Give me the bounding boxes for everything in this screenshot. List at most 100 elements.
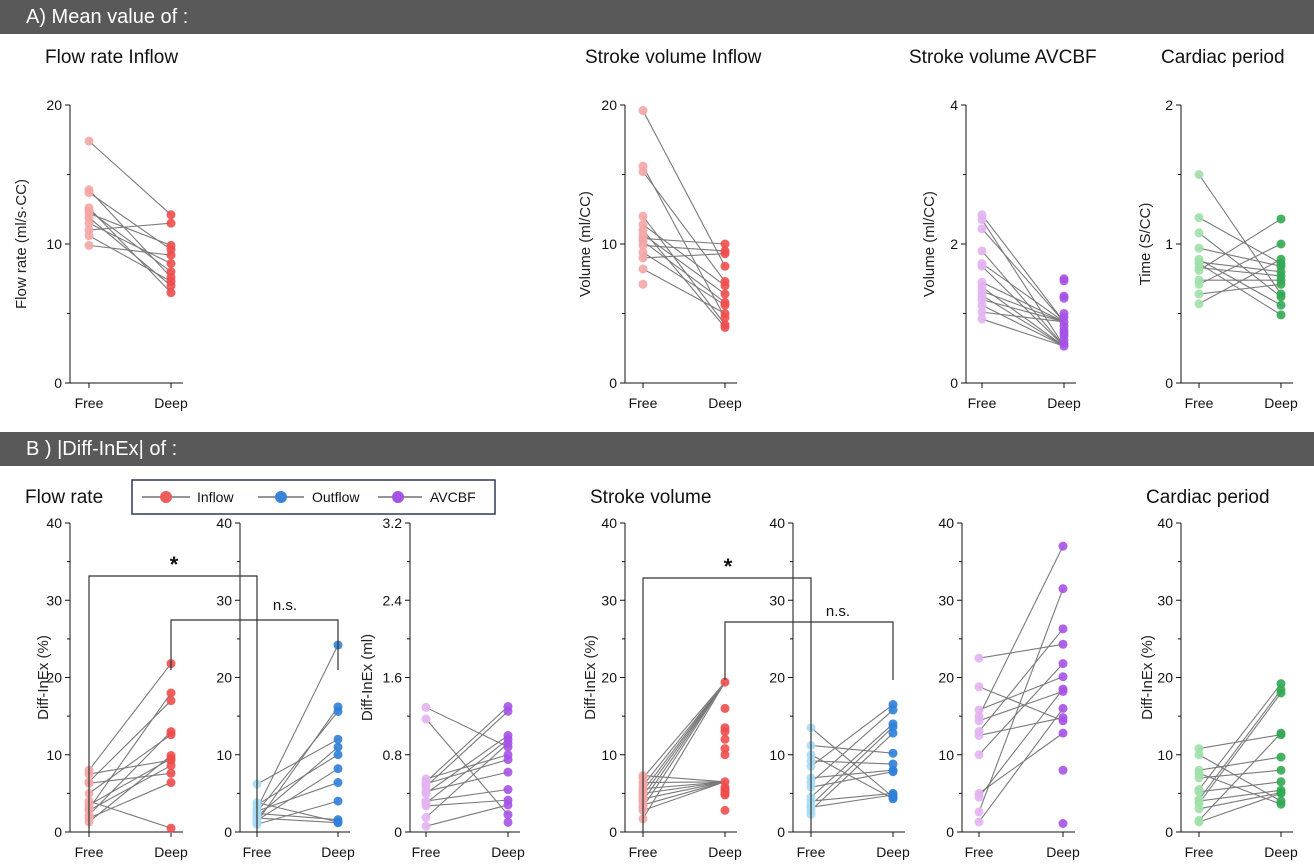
pair-line-b5-11	[810, 794, 894, 808]
pair-line-a4-1	[1198, 217, 1282, 264]
point-deep-b4-5	[720, 744, 730, 754]
pair-line-b7-8	[1198, 789, 1282, 802]
y-tick-label-b3-3: 2.4	[383, 592, 403, 608]
bracket-flow-star	[88, 575, 258, 832]
pair-line-a1-10	[88, 244, 172, 256]
point-deep-b4-3	[720, 727, 730, 737]
point-free-a1-10	[84, 240, 94, 250]
y-tick-label-b5-4: 40	[769, 515, 785, 531]
legend-box	[131, 479, 496, 515]
point-free-a1-2	[84, 188, 94, 198]
point-deep-b7-10	[1276, 788, 1286, 798]
point-deep-b5-1	[888, 705, 898, 715]
y-tick-label-b7-2: 20	[1157, 670, 1173, 686]
pair-line-a3-6	[981, 281, 1065, 323]
point-free-a3-13	[977, 314, 987, 324]
point-deep-b2-2	[333, 706, 343, 716]
x-tick-label-a1-1: Deep	[154, 395, 188, 411]
point-deep-a2-8	[720, 300, 730, 310]
legend-label-inflow: Inflow	[197, 489, 234, 505]
pair-line-b3-11	[425, 742, 509, 818]
y-tick-label-a1-1: 10	[46, 236, 62, 252]
pair-line-a3-0	[981, 214, 1065, 323]
point-free-b6-11	[974, 817, 984, 827]
y-tick-label-a3-2: 4	[950, 97, 958, 113]
y-tick-label-b1-1: 10	[46, 747, 62, 763]
pair-line-a4-11	[1198, 283, 1282, 295]
point-deep-b4-12	[720, 790, 730, 800]
x-tick-label-b2-0: Free	[243, 844, 272, 860]
point-deep-b7-2	[1276, 688, 1286, 698]
pair-line-a1-0	[88, 140, 172, 216]
point-deep-b2-11	[333, 818, 343, 828]
point-deep-a4-8	[1276, 279, 1286, 289]
point-deep-a1-4	[166, 250, 176, 260]
pair-line-a4-7	[1198, 267, 1282, 277]
significance-ns-stroke: n.s.	[826, 603, 850, 620]
pair-line-a4-4	[1198, 258, 1282, 306]
point-deep-b4-6	[720, 750, 730, 760]
x-tick-label-b6-1: Deep	[1046, 844, 1080, 860]
point-free-b6-1	[974, 682, 984, 692]
y-tick-label-a4-2: 2	[1165, 97, 1173, 113]
bracket-stroke-ns	[724, 621, 894, 680]
y-tick-label-b5-2: 20	[769, 670, 785, 686]
x-tick-label-a2-0: Free	[629, 395, 658, 411]
y-tick-label-b3-1: 0.8	[383, 747, 403, 763]
panel-title-b7: Cardiac period	[1146, 487, 1270, 508]
pair-line-a2-12	[642, 268, 726, 314]
point-deep-b6-0	[1058, 541, 1068, 551]
panel-title-a3: Stroke volume AVCBF	[909, 47, 1097, 68]
significance-star-stroke: *	[724, 554, 733, 579]
pair-line-a3-2	[981, 228, 1065, 323]
point-free-b3-12	[421, 821, 431, 831]
section-b-header: B ) |Diff-InEx| of :	[0, 432, 1314, 466]
pair-line-a3-12	[981, 311, 1065, 323]
point-deep-a1-5	[166, 258, 176, 268]
pair-line-b6-11	[978, 708, 1064, 823]
panel-title-b1: Flow rate	[25, 487, 103, 508]
point-deep-b5-3	[888, 722, 898, 732]
point-free-b6-2	[974, 705, 984, 715]
y-axis-label-b3: Diff-InEx (ml)	[359, 634, 376, 721]
point-deep-b6-2	[1058, 624, 1068, 634]
pair-line-b1-11	[88, 755, 172, 823]
y-tick-label-b6-1: 10	[938, 747, 954, 763]
pair-line-a2-2	[642, 171, 726, 282]
point-deep-a1-9	[166, 281, 176, 291]
pair-line-a2-4	[642, 224, 726, 287]
x-tick-label-a4-0: Free	[1185, 395, 1214, 411]
point-deep-b5-12	[888, 794, 898, 804]
pair-line-b6-10	[978, 588, 1064, 813]
y-tick-label-b6-3: 30	[938, 592, 954, 608]
pair-line-b3-8	[425, 788, 509, 802]
x-tick-label-b7-1: Deep	[1264, 844, 1298, 860]
point-deep-b7-0	[1276, 679, 1286, 689]
y-tick-label-a2-2: 20	[601, 97, 617, 113]
point-free-a2-3	[638, 211, 648, 221]
pair-line-b5-9	[810, 792, 894, 802]
y-tick-label-b6-2: 20	[938, 670, 954, 686]
pair-line-b2-4	[256, 782, 339, 812]
pair-line-b6-8	[978, 732, 1064, 794]
pair-line-b2-7	[256, 746, 339, 817]
pair-line-a4-2	[1198, 232, 1282, 298]
panel-b3: Diff-InEx (ml) 0 0.8 1.6 2.4 3.2 Free Deep	[359, 515, 525, 860]
panel-b7: Cardiac period Diff-InEx (%) 0 10 20 30 40 Free…	[1139, 487, 1298, 860]
panel-title-b4: Stroke volume	[590, 487, 711, 508]
pair-line-b4-9	[642, 681, 726, 802]
pair-line-b1-4	[88, 734, 172, 794]
pair-line-b5-6	[810, 709, 894, 783]
pair-line-b7-2	[1198, 756, 1282, 771]
point-free-a1-9	[84, 231, 94, 241]
y-tick-label-b6-4: 40	[938, 515, 954, 531]
point-deep-b6-1	[1058, 584, 1068, 594]
y-tick-label-b4-3: 30	[601, 592, 617, 608]
point-free-a4-11	[1194, 289, 1204, 299]
pair-line-a2-9	[642, 244, 726, 252]
point-deep-b3-9	[503, 785, 513, 795]
pair-line-a2-6	[642, 233, 726, 295]
x-tick-label-b1-0: Free	[75, 844, 104, 860]
pair-line-b6-5	[978, 628, 1064, 732]
significance-brackets-stroke: * n.s.	[642, 554, 894, 832]
